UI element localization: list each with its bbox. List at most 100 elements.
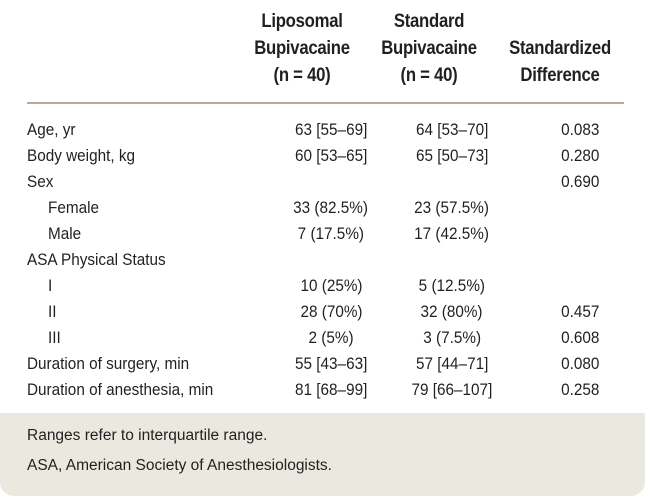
liposomal-value: 81 [68–99] bbox=[264, 377, 387, 403]
standard-value: 64 [53–70] bbox=[388, 117, 516, 143]
table-row: Body weight, kg 60 [53–65] 65 [50–73] 0.280 bbox=[27, 143, 645, 169]
standard-value bbox=[388, 247, 516, 273]
table-row: Female 33 (82.5%) 23 (57.5%) bbox=[27, 195, 645, 221]
row-label: II bbox=[27, 299, 264, 325]
footnote: ASA, American Society of Anesthesiologis… bbox=[27, 457, 332, 474]
header-text: Difference bbox=[520, 65, 600, 86]
liposomal-value: 55 [43–63] bbox=[264, 351, 387, 377]
row-label-text: ASA Physical Status bbox=[27, 250, 166, 269]
standardized-difference-value: 0.690 bbox=[516, 169, 645, 195]
table-area: Liposomal Bupivacaine (n = 40) Standard … bbox=[0, 0, 645, 413]
header-text: (n = 40) bbox=[400, 65, 458, 86]
standard-value-text: 65 [50–73] bbox=[415, 146, 488, 165]
row-label: Female bbox=[27, 195, 264, 221]
table-row: Duration of anesthesia, min 81 [68–99] 79 … bbox=[27, 377, 645, 403]
standardized-difference-value: 0.083 bbox=[516, 117, 645, 143]
row-label: Duration of surgery, min bbox=[27, 351, 264, 377]
standard-value: 32 (80%) bbox=[388, 299, 516, 325]
row-label-text: III bbox=[48, 328, 61, 347]
liposomal-value bbox=[264, 247, 387, 273]
row-label: I bbox=[27, 273, 264, 299]
header-text: Bupivacaine bbox=[254, 38, 350, 59]
standardized-difference-value: 0.457 bbox=[516, 299, 645, 325]
footnote: Ranges refer to interquartile range. bbox=[27, 427, 268, 444]
standard-value bbox=[388, 169, 516, 195]
liposomal-value-text: 63 [55–69] bbox=[294, 120, 368, 139]
row-label: Duration of anesthesia, min bbox=[27, 377, 264, 403]
standardized-difference-value-text: 0.258 bbox=[561, 380, 600, 399]
row-label-text: Body weight, kg bbox=[27, 146, 136, 165]
header-liposomal-bupivacaine: Liposomal Bupivacaine (n = 40) bbox=[252, 8, 352, 89]
liposomal-value: 28 (70%) bbox=[264, 299, 387, 325]
liposomal-value-text: 55 [43–63] bbox=[294, 354, 368, 373]
standardized-difference-value bbox=[516, 273, 645, 299]
row-label: Male bbox=[27, 221, 264, 247]
table-footnotes: Ranges refer to interquartile range. ASA… bbox=[27, 421, 332, 481]
liposomal-value-text: 2 (5%) bbox=[308, 328, 354, 347]
row-label-text: Duration of anesthesia, min bbox=[27, 380, 214, 399]
standard-value: 3 (7.5%) bbox=[388, 325, 516, 351]
liposomal-value-text: 28 (70%) bbox=[299, 302, 363, 321]
row-label-text: Age, yr bbox=[27, 120, 76, 139]
liposomal-value: 63 [55–69] bbox=[264, 117, 387, 143]
row-label: Sex bbox=[27, 169, 264, 195]
row-label-text: Sex bbox=[27, 172, 54, 191]
standard-value-text: 3 (7.5%) bbox=[422, 328, 481, 347]
header-text: Liposomal bbox=[261, 11, 343, 32]
header-rule bbox=[27, 102, 624, 104]
standard-value-text: 5 (12.5%) bbox=[418, 276, 485, 295]
characteristics-table: Age, yr 63 [55–69] 64 [53–70] 0.083 Body wei… bbox=[27, 117, 645, 403]
table-row: Age, yr 63 [55–69] 64 [53–70] 0.083 bbox=[27, 117, 645, 143]
standard-value: 57 [44–71] bbox=[388, 351, 516, 377]
table-row: II 28 (70%) 32 (80%) 0.457 bbox=[27, 299, 645, 325]
standardized-difference-value-text: 0.457 bbox=[561, 302, 600, 321]
row-label-text: II bbox=[48, 302, 57, 321]
standardized-difference-value: 0.258 bbox=[516, 377, 645, 403]
standardized-difference-value bbox=[516, 221, 645, 247]
standard-value: 5 (12.5%) bbox=[388, 273, 516, 299]
standardized-difference-value-text: 0.280 bbox=[561, 146, 600, 165]
standardized-difference-value: 0.280 bbox=[516, 143, 645, 169]
row-label: Body weight, kg bbox=[27, 143, 264, 169]
standard-value: 17 (42.5%) bbox=[388, 221, 516, 247]
standard-value: 79 [66–107] bbox=[388, 377, 516, 403]
liposomal-value: 2 (5%) bbox=[264, 325, 387, 351]
row-label-text: I bbox=[48, 276, 53, 295]
table-row: III 2 (5%) 3 (7.5%) 0.608 bbox=[27, 325, 645, 351]
standard-value-text: 32 (80%) bbox=[420, 302, 483, 321]
standardized-difference-value bbox=[516, 195, 645, 221]
table-row: Duration of surgery, min 55 [43–63] 57 [44… bbox=[27, 351, 645, 377]
table-row: I 10 (25%) 5 (12.5%) bbox=[27, 273, 645, 299]
header-text: (n = 40) bbox=[273, 65, 331, 86]
standardized-difference-value-text: 0.690 bbox=[561, 172, 600, 191]
liposomal-value-text: 81 [68–99] bbox=[294, 380, 368, 399]
standard-value-text: 17 (42.5%) bbox=[414, 224, 490, 243]
liposomal-value: 60 [53–65] bbox=[264, 143, 387, 169]
row-label: III bbox=[27, 325, 264, 351]
standard-value-text: 23 (57.5%) bbox=[414, 198, 490, 217]
liposomal-value: 10 (25%) bbox=[264, 273, 387, 299]
liposomal-value-text: 7 (17.5%) bbox=[297, 224, 365, 243]
header-standardized-difference: Standardized Difference bbox=[504, 35, 617, 89]
table-row: Sex 0.690 bbox=[27, 169, 645, 195]
standard-value-text: 57 [44–71] bbox=[415, 354, 488, 373]
header-text: Bupivacaine bbox=[381, 38, 477, 59]
header-text: Standard bbox=[393, 11, 465, 32]
table-row: Male 7 (17.5%) 17 (42.5%) bbox=[27, 221, 645, 247]
header-standard-bupivacaine: Standard Bupivacaine (n = 40) bbox=[378, 8, 480, 89]
standard-value-text: 64 [53–70] bbox=[415, 120, 488, 139]
standardized-difference-value: 0.608 bbox=[516, 325, 645, 351]
liposomal-value-text: 60 [53–65] bbox=[294, 146, 368, 165]
standardized-difference-value-text: 0.083 bbox=[561, 120, 600, 139]
header-text: Standardized bbox=[509, 38, 611, 59]
table-row: ASA Physical Status bbox=[27, 247, 645, 273]
standardized-difference-value-text: 0.608 bbox=[561, 328, 600, 347]
liposomal-value: 33 (82.5%) bbox=[264, 195, 387, 221]
standardized-difference-value: 0.080 bbox=[516, 351, 645, 377]
liposomal-value: 7 (17.5%) bbox=[264, 221, 387, 247]
liposomal-value-text: 33 (82.5%) bbox=[293, 198, 369, 217]
liposomal-value-text: 10 (25%) bbox=[299, 276, 363, 295]
standard-value-text: 79 [66–107] bbox=[411, 380, 493, 399]
row-label: Age, yr bbox=[27, 117, 264, 143]
